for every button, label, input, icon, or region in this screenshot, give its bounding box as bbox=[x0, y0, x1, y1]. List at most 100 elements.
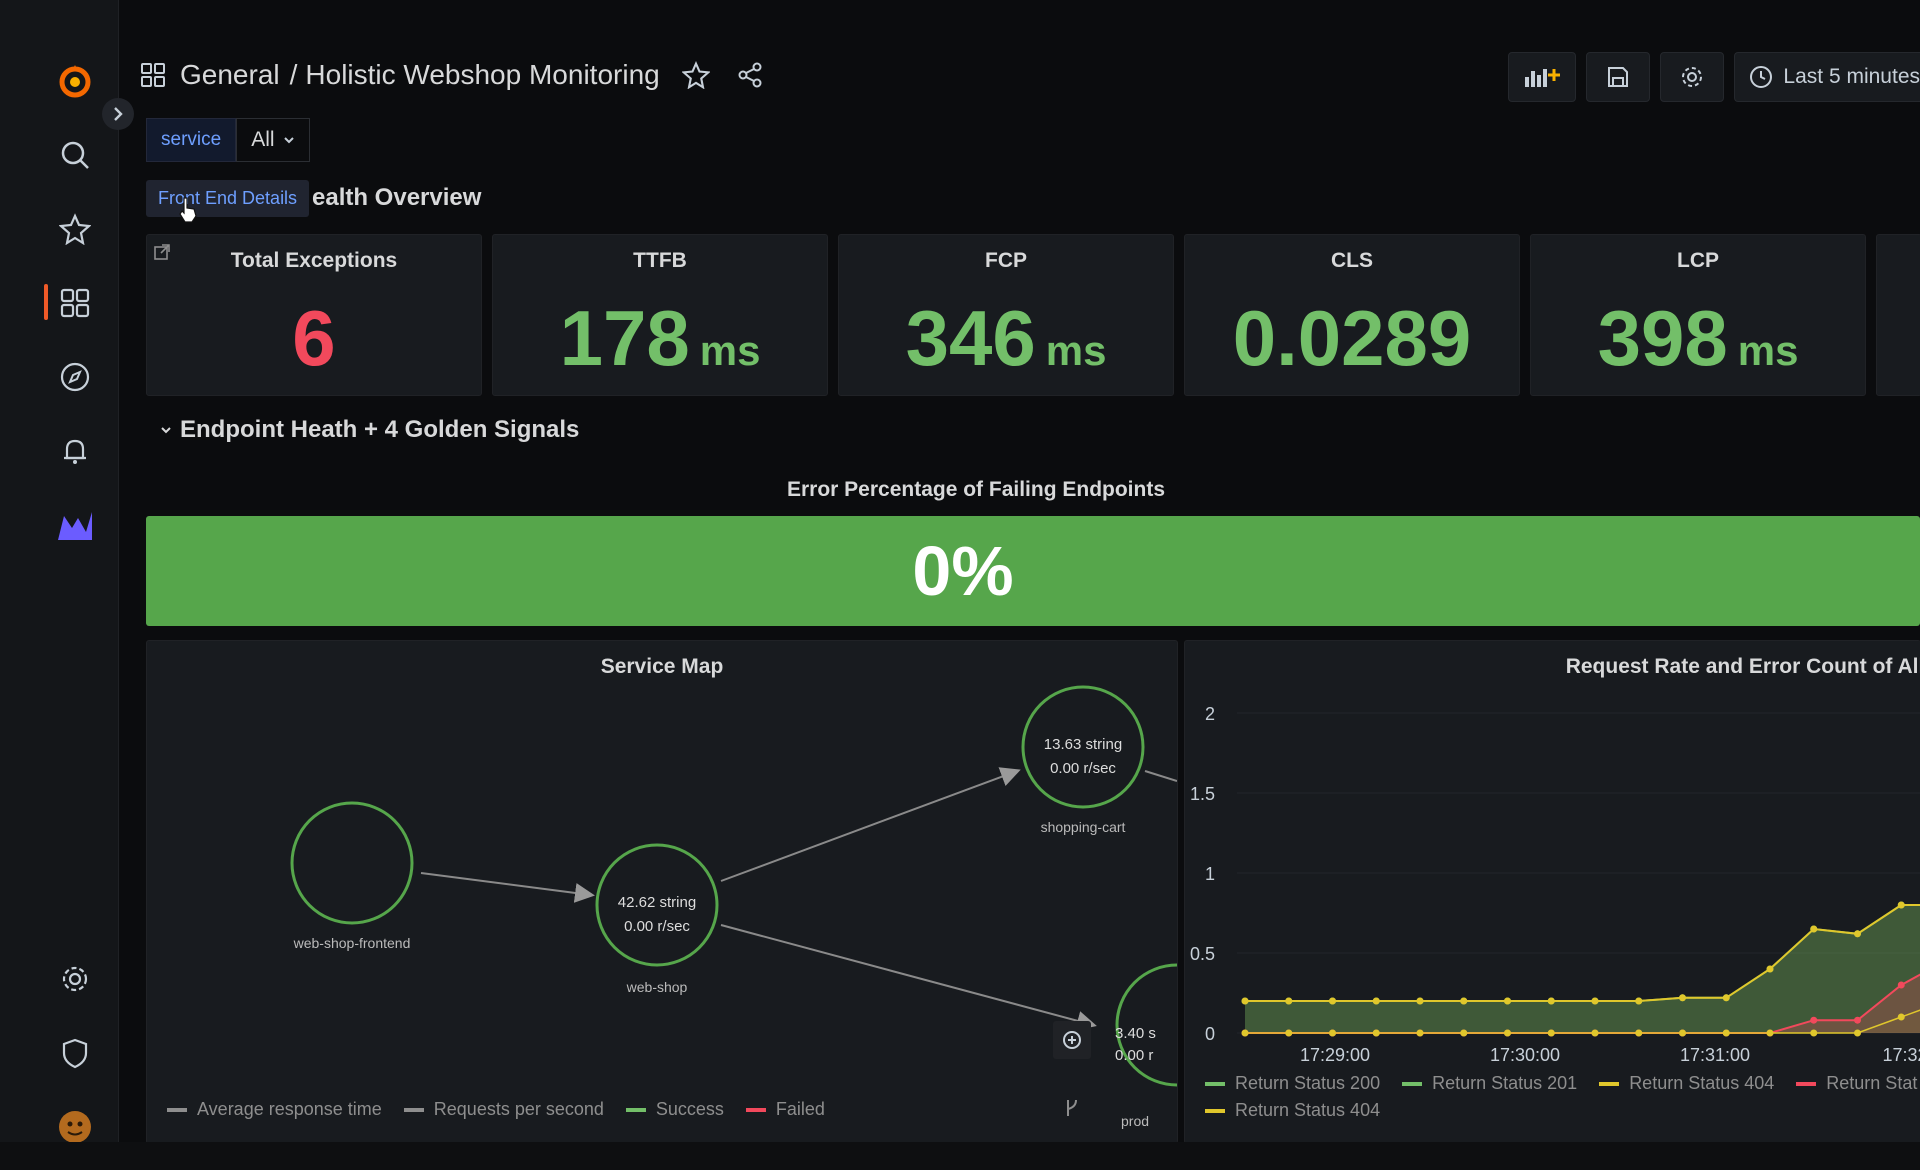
data-point bbox=[1722, 994, 1730, 1002]
variable-bar: service All bbox=[146, 118, 310, 162]
data-point bbox=[1241, 997, 1249, 1005]
admin-shield-icon[interactable] bbox=[52, 1030, 98, 1076]
panel-title: Request Rate and Error Count of All bbox=[1565, 655, 1920, 678]
data-point bbox=[1329, 1029, 1336, 1037]
data-point bbox=[1285, 997, 1293, 1005]
save-dashboard-button[interactable] bbox=[1586, 52, 1651, 102]
add-panel-icon bbox=[1525, 69, 1561, 87]
y-tick-label: 0 bbox=[1205, 1024, 1215, 1044]
data-point bbox=[1897, 981, 1905, 989]
legend-swatch bbox=[1205, 1108, 1225, 1113]
star-favorite-icon[interactable] bbox=[681, 61, 710, 89]
zoom-in-icon bbox=[1063, 1031, 1081, 1049]
stat-title: Total Exceptions bbox=[230, 249, 398, 272]
legend-item[interactable]: Return Stat bbox=[1796, 1073, 1917, 1094]
data-point bbox=[1504, 997, 1511, 1005]
service-variable-select[interactable]: All bbox=[236, 118, 310, 162]
stat-value: 178 ms bbox=[559, 294, 761, 382]
service-map-panel[interactable]: Service Map web-shop-frontend 42.62 stri… bbox=[146, 640, 1178, 1144]
stat-total-exceptions[interactable]: Total Exceptions 6 bbox=[146, 234, 482, 396]
series-area bbox=[1245, 974, 1920, 1033]
gauge-title: Error Percentage of Failing Endpoints bbox=[786, 478, 1166, 501]
explore-compass-icon[interactable] bbox=[52, 354, 98, 400]
observability-app-icon[interactable] bbox=[52, 502, 98, 548]
node-stats: 13.63 string 0.00 r/sec bbox=[1043, 736, 1123, 777]
data-point bbox=[1504, 1029, 1511, 1037]
data-point bbox=[1241, 1029, 1249, 1037]
legend-swatch bbox=[625, 1107, 646, 1112]
node-shopping-cart bbox=[1021, 685, 1145, 809]
edge-webshop-cart bbox=[720, 767, 1021, 882]
data-point bbox=[1679, 1029, 1686, 1037]
error-percentage-bar[interactable]: 0% bbox=[146, 516, 1920, 626]
grafana-logo-icon[interactable] bbox=[52, 58, 98, 104]
dashboard-title[interactable]: Holistic Webshop Monitoring bbox=[305, 59, 660, 90]
legend-item[interactable]: Average response time bbox=[167, 1099, 382, 1120]
node-web-shop-frontend bbox=[290, 801, 414, 925]
legend-item[interactable]: Return Status 201 bbox=[1402, 1073, 1577, 1094]
expand-sidebar-button[interactable] bbox=[102, 98, 134, 130]
stat-lcp[interactable]: LCP 398 ms bbox=[1530, 234, 1866, 396]
chevron-right-icon bbox=[114, 107, 123, 121]
dashboards-icon[interactable] bbox=[52, 280, 98, 326]
service-variable-label: service bbox=[146, 118, 237, 162]
legend-item[interactable]: Requests per second bbox=[403, 1099, 604, 1120]
node-label: shopping-cart bbox=[1040, 819, 1126, 835]
legend-item[interactable]: Return Status 200 bbox=[1205, 1073, 1380, 1094]
stat-value: 398 ms bbox=[1597, 294, 1799, 382]
data-point bbox=[1591, 1029, 1599, 1037]
settings-gear-icon[interactable] bbox=[52, 956, 98, 1002]
data-point bbox=[1854, 930, 1861, 938]
legend-item[interactable]: Return Status 404 bbox=[1599, 1073, 1774, 1094]
share-icon[interactable] bbox=[736, 61, 764, 89]
alerting-bell-icon[interactable] bbox=[52, 428, 98, 474]
user-avatar-icon[interactable] bbox=[52, 1104, 98, 1150]
legend-item[interactable]: Failed bbox=[745, 1099, 825, 1120]
x-tick-label: 17:29:00 bbox=[1300, 1045, 1370, 1065]
bottom-edge bbox=[0, 1142, 1920, 1170]
data-point bbox=[1810, 925, 1818, 933]
data-point bbox=[1372, 997, 1380, 1005]
y-tick-label: 2 bbox=[1205, 704, 1215, 724]
add-panel-button[interactable] bbox=[1508, 52, 1577, 102]
stat-ttfb[interactable]: TTFB 178 ms bbox=[492, 234, 828, 396]
row-endpoint-health[interactable]: Endpoint Heath + 4 Golden Signals bbox=[160, 416, 579, 444]
stat-cls[interactable]: CLS 0.0289 bbox=[1184, 234, 1520, 396]
stat-title: FCP bbox=[985, 249, 1027, 272]
dashboard-settings-button[interactable] bbox=[1660, 52, 1725, 102]
node-web-shop bbox=[595, 843, 719, 967]
time-picker-button[interactable]: Last 5 minutes bbox=[1734, 52, 1920, 102]
breadcrumb-folder[interactable]: General bbox=[180, 59, 280, 90]
x-tick-label: 17:30:00 bbox=[1490, 1045, 1560, 1065]
gear-icon bbox=[1682, 67, 1703, 87]
link-tooltip[interactable]: Front End Details bbox=[146, 180, 310, 217]
data-point bbox=[1635, 997, 1643, 1005]
legend-swatch bbox=[1599, 1081, 1620, 1086]
data-point bbox=[1766, 965, 1774, 973]
fork-icon bbox=[1067, 1099, 1077, 1116]
node-stats: 42.62 string 0.00 r/sec bbox=[617, 894, 697, 935]
stat-fcp[interactable]: FCP 346 ms bbox=[838, 234, 1174, 396]
panel-link-icon[interactable] bbox=[153, 243, 171, 261]
stat-panel-partial[interactable] bbox=[1876, 234, 1920, 396]
legend-swatch bbox=[1402, 1081, 1423, 1086]
layout-button[interactable] bbox=[1053, 1089, 1091, 1127]
zoom-in-button[interactable] bbox=[1053, 1021, 1091, 1059]
data-point bbox=[1460, 1029, 1468, 1037]
data-point bbox=[1810, 1016, 1818, 1024]
row-title-health-overview[interactable]: ealth Overview bbox=[312, 184, 482, 211]
search-icon[interactable] bbox=[52, 132, 98, 178]
y-tick-label: 1 bbox=[1205, 864, 1215, 884]
data-point bbox=[1810, 1029, 1818, 1037]
starred-icon[interactable] bbox=[52, 206, 98, 252]
save-icon bbox=[1608, 67, 1629, 87]
legend-item[interactable]: Success bbox=[625, 1099, 724, 1120]
data-point bbox=[1547, 1029, 1555, 1037]
legend-item[interactable]: Return Status 404 bbox=[1205, 1100, 1380, 1121]
data-point bbox=[1854, 1029, 1861, 1037]
chevron-down-icon bbox=[161, 427, 171, 434]
request-rate-panel[interactable]: Request Rate and Error Count of All 2 1.5… bbox=[1184, 640, 1920, 1144]
legend-swatch bbox=[403, 1107, 424, 1112]
request-rate-chart: 2 1.5 1 0.5 0 17:29:00 17:30:00 17:31:00 17:32 bbox=[1190, 704, 1920, 1065]
y-tick-label: 1.5 bbox=[1190, 784, 1215, 804]
